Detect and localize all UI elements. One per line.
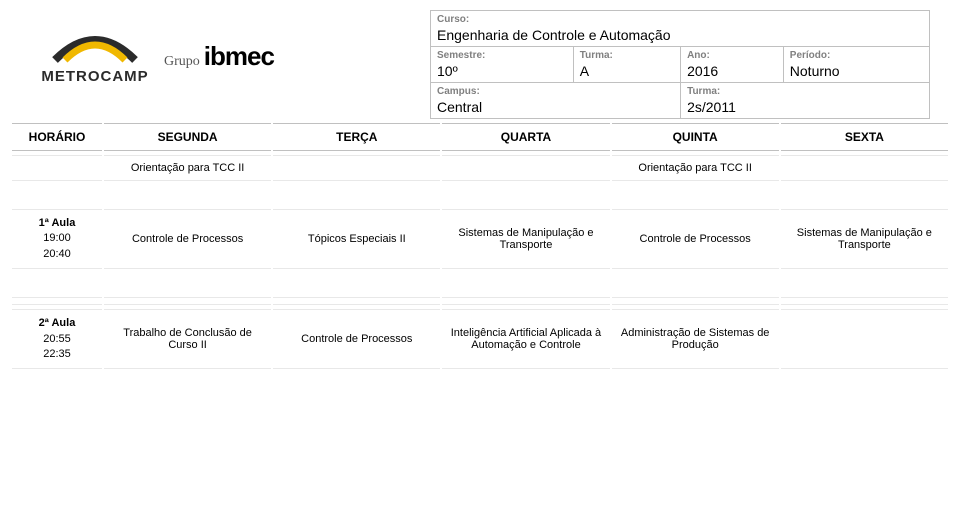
aula2-time: 2ª Aula 20:55 22:35	[12, 309, 102, 369]
aula1-quinta: Controle de Processos	[612, 209, 779, 269]
aula2-row: 2ª Aula 20:55 22:35 Trabalho de Conclusã…	[12, 309, 948, 369]
semestre-value: 10º	[437, 61, 567, 79]
turma-value: A	[580, 61, 674, 79]
col-segunda: SEGUNDA	[104, 123, 271, 151]
aula1-terca: Tópicos Especiais II	[273, 209, 440, 269]
aula2-segunda: Trabalho de Conclusão de Curso II	[104, 309, 271, 369]
aula2-quinta: Administração de Sistemas de Produção	[612, 309, 779, 369]
ibmec-text: ibmec	[204, 41, 274, 72]
logo-block: METROCAMP Grupo ibmec	[0, 10, 430, 85]
schedule-table: HORÁRIO SEGUNDA TERÇA QUARTA QUINTA SEXT…	[10, 119, 950, 373]
aula1-row: 1ª Aula 19:00 20:40 Controle de Processo…	[12, 209, 948, 269]
col-quarta: QUARTA	[442, 123, 609, 151]
campus-label: Campus:	[437, 86, 674, 97]
periodo-value: Noturno	[790, 61, 923, 79]
course-info-table: Curso: Engenharia de Controle e Automaçã…	[430, 10, 930, 119]
aula1-segunda: Controle de Processos	[104, 209, 271, 269]
aula1-start: 19:00	[16, 231, 98, 246]
turma2-label: Turma:	[687, 86, 923, 97]
aula1-label: 1ª Aula	[16, 216, 98, 231]
col-sexta: SEXTA	[781, 123, 948, 151]
curso-value: Engenharia de Controle e Automação	[437, 25, 923, 43]
curso-label: Curso:	[437, 14, 923, 25]
orientation-row: Orientação para TCC II Orientação para T…	[12, 155, 948, 181]
turma2-value: 2s/2011	[687, 97, 923, 115]
aula2-quarta: Inteligência Artificial Aplicada à Autom…	[442, 309, 609, 369]
aula2-label: 2ª Aula	[16, 316, 98, 331]
ano-label: Ano:	[687, 50, 777, 61]
aula2-terca: Controle de Processos	[273, 309, 440, 369]
col-terca: TERÇA	[273, 123, 440, 151]
cell-orient-segunda: Orientação para TCC II	[104, 155, 271, 181]
campus-value: Central	[437, 97, 674, 115]
col-quinta: QUINTA	[612, 123, 779, 151]
metrocamp-text: METROCAMP	[41, 68, 148, 85]
col-horario: HORÁRIO	[12, 123, 102, 151]
semestre-label: Semestre:	[437, 50, 567, 61]
cell-orient-quinta: Orientação para TCC II	[612, 155, 779, 181]
aula1-sexta: Sistemas de Manipulação e Transporte	[781, 209, 948, 269]
metrocamp-logo: METROCAMP	[40, 28, 150, 85]
aula2-end: 22:35	[16, 347, 98, 362]
grupo-text: Grupo	[164, 54, 200, 70]
header-row: HORÁRIO SEGUNDA TERÇA QUARTA QUINTA SEXT…	[12, 123, 948, 151]
aula2-sexta	[781, 309, 948, 369]
aula1-end: 20:40	[16, 247, 98, 262]
aula1-time: 1ª Aula 19:00 20:40	[12, 209, 102, 269]
ibmec-logo: Grupo ibmec	[164, 41, 274, 72]
ano-value: 2016	[687, 61, 777, 79]
periodo-label: Período:	[790, 50, 923, 61]
aula2-start: 20:55	[16, 332, 98, 347]
turma-label: Turma:	[580, 50, 674, 61]
aula1-quarta: Sistemas de Manipulação e Transporte	[442, 209, 609, 269]
